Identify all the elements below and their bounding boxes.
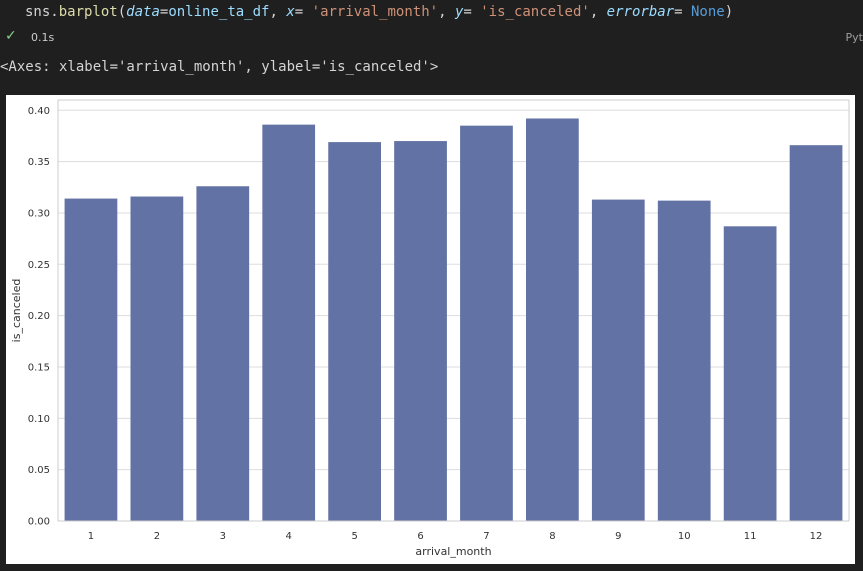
code-token: 'is_canceled' [480,4,590,20]
y-tick-label: 0.40 [28,106,50,117]
x-tick-label: 12 [810,531,823,542]
code-token: y [454,4,464,20]
code-token: , [438,4,455,20]
code-token: ( [117,4,127,20]
bar [196,186,250,521]
x-tick-label: 4 [286,531,292,542]
execution-time: 0.1s [31,31,55,44]
code-cell[interactable]: sns.barplot(data=online_ta_df, x= 'arriv… [0,0,863,48]
code-token: None [690,4,725,20]
bar [591,199,645,521]
x-tick-label: 6 [417,531,423,542]
code-token: online_ta_df [168,4,270,20]
y-tick-label: 0.25 [28,260,50,271]
x-tick-label: 8 [549,531,555,542]
code-token: barplot [58,4,118,20]
y-tick-label: 0.20 [28,311,50,322]
code-token: sns. [25,4,59,20]
code-token: = [463,4,481,20]
y-tick-label: 0.15 [28,362,50,373]
y-tick-label: 0.35 [28,157,50,168]
bar [526,118,579,522]
x-tick-label: 11 [744,531,757,542]
bar-chart: 0.000.050.100.150.200.250.300.350.401 2 3 4… [10,99,850,558]
bar [328,142,381,521]
plot-image: 0.00 0.05 0.10 0.15 0.20 0.25 0.30 0.35 0.40 1 2 3 4… [6,95,855,564]
bar [262,124,316,521]
cell-status-row: ✓ 0.1s Pyt [0,28,863,48]
code-token: = [159,4,169,20]
output-repr-text: <Axes: xlabel='arrival_month', ylabel='i… [0,59,439,75]
bar [130,196,184,521]
check-icon: ✓ [5,28,17,44]
x-axis-label: arrival_month [415,545,491,558]
bar [657,200,711,521]
bar [789,145,843,521]
x-tick-label: 7 [483,531,489,542]
x-tick-label: 3 [220,531,226,542]
y-tick-label: 0.10 [28,414,50,425]
code-token: ) [724,4,734,20]
x-tick-label: 5 [351,531,357,542]
bar [460,125,513,522]
code-token: errorbar [606,4,675,20]
x-tick-label: 10 [678,531,691,542]
code-token: = [674,4,691,20]
code-token: , [269,4,287,20]
code-token: 'arrival_month' [311,4,439,20]
code-token: data [126,4,160,20]
code-token: = [294,4,312,20]
bar [394,141,447,521]
y-axis-label: is_canceled [10,279,23,343]
code-token: , [589,4,607,20]
x-tick-label: 1 [88,531,94,542]
bar [64,198,118,521]
x-tick-label: 2 [154,531,160,542]
y-tick-label: 0.00 [28,517,50,528]
y-tick-label: 0.05 [28,465,50,476]
code-line[interactable]: sns.barplot(data=online_ta_df, x= 'arriv… [25,4,733,20]
x-tick-label: 9 [615,531,621,542]
bar [723,226,777,522]
y-tick-label: 0.30 [28,208,50,219]
kernel-language-label[interactable]: Pyt [845,31,863,44]
code-token: x [286,4,295,20]
